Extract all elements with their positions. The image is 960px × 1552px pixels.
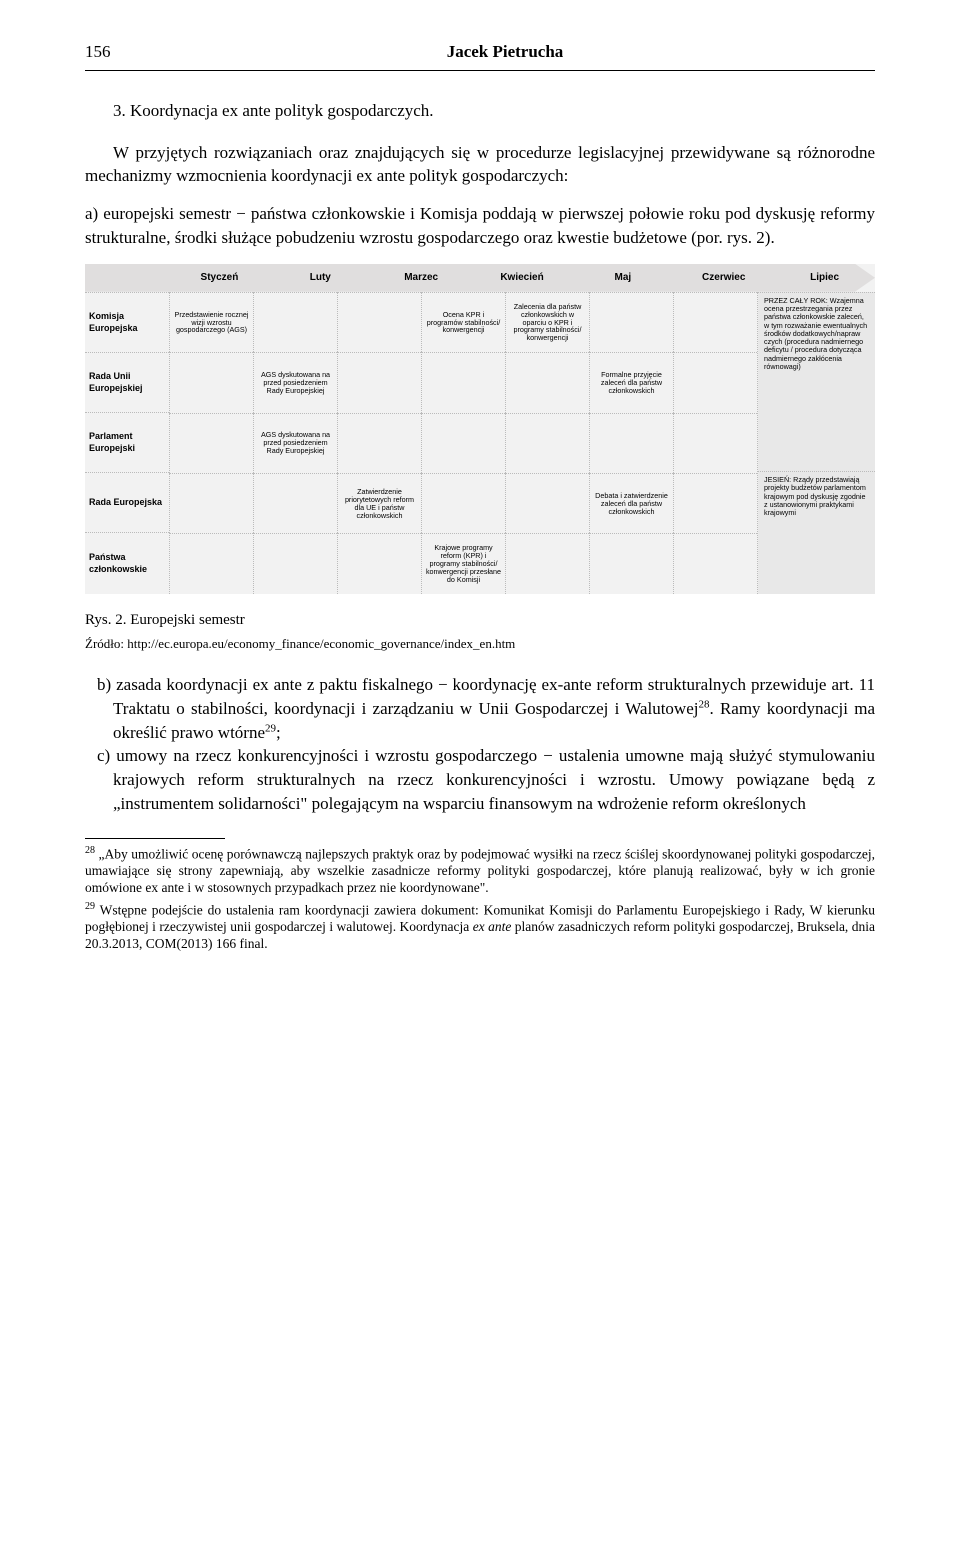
month-label: Lipiec	[774, 271, 875, 285]
diagram-grid: Komisja Europejska Rada Unii Europejskie…	[85, 292, 875, 594]
cell: Debata i zatwierdzenie zaleceń dla państ…	[589, 473, 673, 533]
footnote-number: 28	[85, 845, 95, 856]
cell-empty	[673, 352, 757, 412]
row-labels: Komisja Europejska Rada Unii Europejskie…	[85, 292, 169, 594]
section-heading: 3. Koordynacja ex ante polityk gospodarc…	[85, 99, 875, 123]
row-label: Parlament Europejski	[85, 412, 169, 472]
cell: Krajowe programy reform (KPR) i programy…	[421, 533, 505, 593]
cell-empty	[589, 413, 673, 473]
footnote-separator	[85, 838, 225, 839]
row-label: Rada Unii Europejskiej	[85, 352, 169, 412]
page-number: 156	[85, 40, 135, 64]
cell-empty	[169, 352, 253, 412]
cell-empty	[337, 292, 421, 352]
side-column: PRZEZ CAŁY ROK: Wzajemna ocena przestrze…	[757, 292, 875, 594]
cell: AGS dyskutowana na przed posiedzeniem Ra…	[253, 413, 337, 473]
cell-empty	[169, 473, 253, 533]
cell: AGS dyskutowana na przed posiedzeniem Ra…	[253, 352, 337, 412]
cell-empty	[421, 352, 505, 412]
list-item-b: b) zasada koordynacji ex ante z paktu fi…	[85, 673, 875, 744]
list-item-a: a) europejski semestr − państwa członkow…	[85, 202, 875, 250]
footnote-28: 28 „Aby umożliwić ocenę porównawczą najl…	[85, 845, 875, 897]
cell-empty	[253, 292, 337, 352]
cell-empty	[673, 292, 757, 352]
row-label: Komisja Europejska	[85, 292, 169, 352]
list-a-prefix: a)	[85, 204, 103, 223]
footnote-ref-29: 29	[265, 722, 276, 734]
row-label: Państwa członkowskie	[85, 532, 169, 594]
cell-empty	[589, 292, 673, 352]
intro-paragraph: W przyjętych rozwiązaniach oraz znajdują…	[85, 141, 875, 189]
month-label: Maj	[572, 271, 673, 285]
cell-empty	[337, 533, 421, 593]
cell: Ocena KPR i programów stabilności/ konwe…	[421, 292, 505, 352]
month-label: Marzec	[371, 271, 472, 285]
footnote-ref-28: 28	[698, 698, 709, 710]
cell-empty	[673, 533, 757, 593]
cell-empty	[337, 352, 421, 412]
cell: Zatwierdzenie priorytetowych reform dla …	[337, 473, 421, 533]
timeline-arrow: Styczeń Luty Marzec Kwiecień Maj Czerwie…	[85, 264, 875, 292]
month-row: Styczeń Luty Marzec Kwiecień Maj Czerwie…	[85, 271, 875, 285]
figure-caption: Rys. 2. Europejski semestr	[85, 610, 875, 631]
cell-empty	[253, 533, 337, 593]
month-label: Czerwiec	[673, 271, 774, 285]
list-b-text-3: ;	[276, 723, 281, 742]
side-note-bottom-text: JESIEŃ: Rządy przedstawiają projekty bud…	[764, 475, 866, 517]
cell-empty	[337, 413, 421, 473]
side-note-bottom: JESIEŃ: Rządy przedstawiają projekty bud…	[758, 471, 875, 594]
cell-empty	[505, 413, 589, 473]
side-note-top: PRZEZ CAŁY ROK: Wzajemna ocena przestrze…	[758, 292, 875, 471]
cell-empty	[169, 533, 253, 593]
page-header: 156 Jacek Pietrucha	[85, 40, 875, 71]
cell-empty	[505, 352, 589, 412]
list-b-prefix: b)	[97, 675, 116, 694]
list-c-prefix: c)	[97, 746, 116, 765]
list-c-text: umowy na rzecz konkurencyjności i wzrost…	[113, 746, 875, 813]
footnote-29-em: ex ante	[473, 919, 512, 934]
cell-empty	[421, 413, 505, 473]
cell: Zalecenia dla państw członkowskich w opa…	[505, 292, 589, 352]
row-label: Rada Europejska	[85, 472, 169, 532]
footnote-number: 29	[85, 901, 95, 912]
cell-empty	[505, 533, 589, 593]
footnote-29: 29 Wstępne podejście do ustalenia ram ko…	[85, 901, 875, 953]
figure-source: Źródło: http://ec.europa.eu/economy_fina…	[85, 635, 875, 653]
month-label: Styczeń	[169, 271, 270, 285]
cell-empty	[589, 533, 673, 593]
cell-empty	[253, 473, 337, 533]
cell-empty	[421, 473, 505, 533]
month-label: Kwiecień	[472, 271, 573, 285]
grid-cells: Przedstawienie rocznej wizji wzrostu gos…	[169, 292, 757, 594]
cell-empty	[169, 413, 253, 473]
cell: Przedstawienie rocznej wizji wzrostu gos…	[169, 292, 253, 352]
cell-empty	[505, 473, 589, 533]
side-note-top-text: PRZEZ CAŁY ROK: Wzajemna ocena przestrze…	[764, 296, 867, 371]
footnote-28-text: „Aby umożliwić ocenę porównawczą najleps…	[85, 846, 875, 895]
cell-empty	[673, 473, 757, 533]
list-a-text: europejski semestr − państwa członkowski…	[85, 204, 875, 247]
month-label: Luty	[270, 271, 371, 285]
cell: Formalne przyjęcie zaleceń dla państw cz…	[589, 352, 673, 412]
list-item-c: c) umowy na rzecz konkurencyjności i wzr…	[85, 744, 875, 815]
european-semester-diagram: Styczeń Luty Marzec Kwiecień Maj Czerwie…	[85, 264, 875, 594]
cell-empty	[673, 413, 757, 473]
author-name: Jacek Pietrucha	[135, 40, 875, 64]
